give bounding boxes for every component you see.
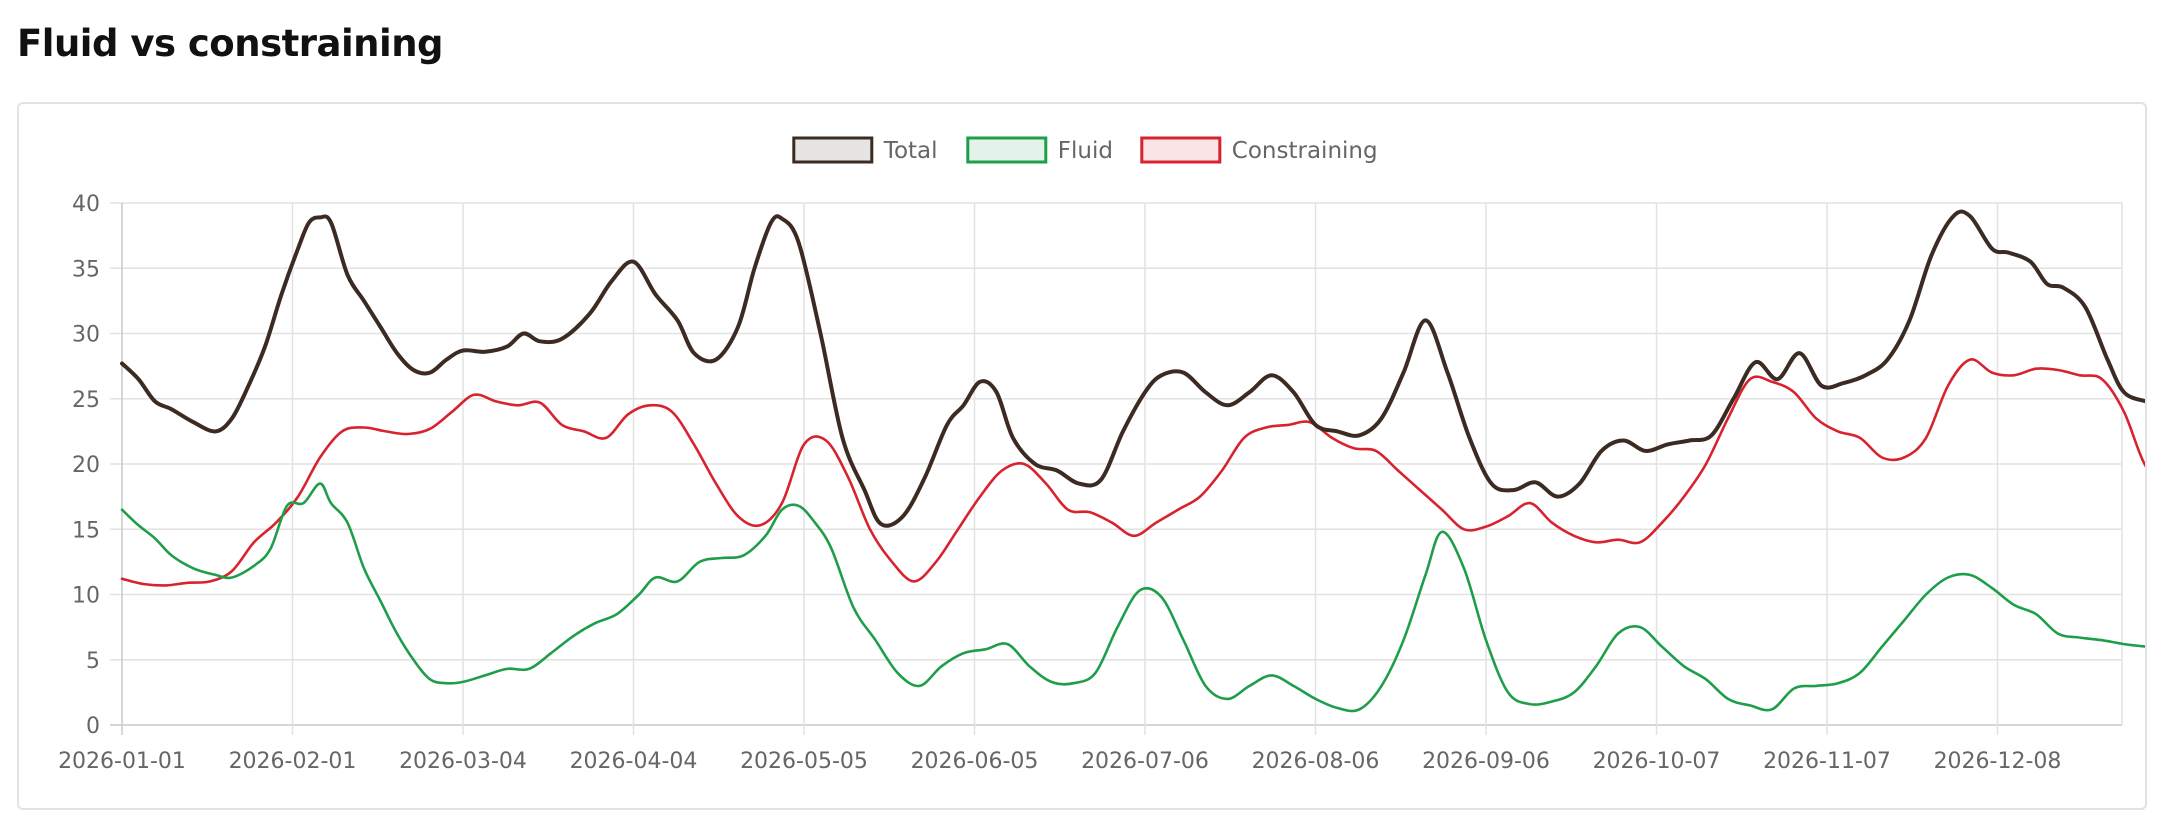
series-lines [120, 209, 2145, 713]
legend-label: Total [883, 138, 938, 164]
legend: Total Fluid Constraining [792, 136, 1378, 164]
x-tick-label: 2026-04-04 [570, 749, 698, 774]
x-tick-label: 2026-09-06 [1422, 749, 1550, 774]
legend-swatch [1140, 136, 1222, 164]
x-axis-ticks: 2026-01-01 2026-02-01 2026-03-04 2026-04-04… [58, 749, 2061, 774]
x-tick-label: 2026-08-06 [1252, 749, 1380, 774]
x-tick-label: 2026-03-04 [399, 749, 527, 774]
legend-label: Fluid [1058, 138, 1113, 164]
legend-item-total[interactable]: Total [792, 136, 938, 164]
chart-card: 0 5 10 15 20 25 30 35 40 2026-01-01 2026-02-01 202… [17, 102, 2147, 810]
y-tick-label: 20 [72, 453, 100, 478]
x-tick-label: 2026-11-07 [1763, 749, 1891, 774]
y-tick-label: 35 [72, 257, 100, 282]
series-line-constraining [120, 358, 2145, 587]
y-tick-label: 40 [72, 192, 100, 217]
page-title: Fluid vs constraining [17, 22, 444, 65]
legend-item-fluid[interactable]: Fluid [966, 136, 1113, 164]
legend-item-constraining[interactable]: Constraining [1140, 136, 1378, 164]
x-tick-label: 2026-12-08 [1934, 749, 2062, 774]
y-tick-label: 10 [72, 584, 100, 609]
x-tick-label: 2026-01-01 [58, 749, 186, 774]
y-tick-label: 0 [86, 714, 100, 739]
x-tick-label: 2026-07-06 [1081, 749, 1209, 774]
legend-swatch [792, 136, 874, 164]
x-tick-label: 2026-02-01 [229, 749, 357, 774]
y-tick-label: 25 [72, 388, 100, 413]
y-tick-label: 15 [72, 518, 100, 543]
y-tick-label: 30 [72, 323, 100, 348]
legend-swatch [966, 136, 1048, 164]
y-tick-label: 5 [86, 649, 100, 674]
x-tick-label: 2026-06-05 [911, 749, 1039, 774]
series-line-total [120, 209, 2145, 528]
y-axis-ticks: 0 5 10 15 20 25 30 35 40 [72, 192, 100, 739]
grid [110, 202, 2123, 735]
x-tick-label: 2026-05-05 [740, 749, 868, 774]
series-line-fluid [120, 482, 2145, 713]
legend-label: Constraining [1232, 138, 1378, 164]
x-tick-label: 2026-10-07 [1593, 749, 1721, 774]
